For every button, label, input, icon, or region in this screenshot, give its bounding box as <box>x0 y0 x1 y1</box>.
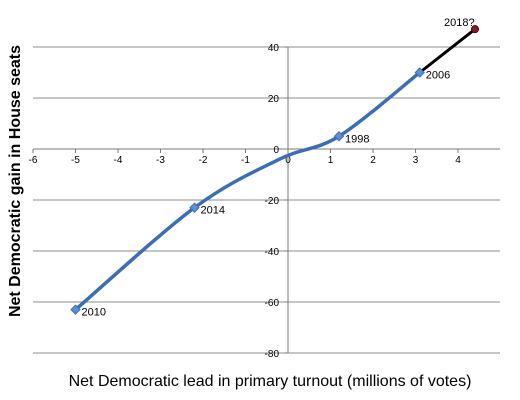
data-point <box>414 67 425 78</box>
y-tick-label: 20 <box>268 94 280 105</box>
y-tick-label: -40 <box>265 247 280 258</box>
y-axis-label: Net Democratic gain in House seats <box>7 45 24 317</box>
y-tick-label: 0 <box>273 145 279 156</box>
series-lines <box>73 27 477 312</box>
x-tick-label: 4 <box>455 155 461 166</box>
gridlines <box>33 46 500 354</box>
series-line-1 <box>418 27 477 74</box>
y-tick-label: -80 <box>265 349 280 360</box>
x-tick-label: 2 <box>370 155 376 166</box>
data-point <box>70 304 81 315</box>
data-point <box>189 202 200 213</box>
point-label: 1998 <box>345 133 369 145</box>
y-tick-label: -60 <box>265 298 280 309</box>
x-tick-label: 0 <box>285 155 291 166</box>
y-tick-label: -20 <box>265 196 280 207</box>
tick-labels: -6 -5 -4 -3 -2 -1 0 1 2 3 4 40 20 0 -20 -40 -60 -80 <box>29 43 462 360</box>
x-tick-label: -2 <box>199 155 208 166</box>
series-line-0 <box>73 70 422 312</box>
point-label: 2006 <box>426 70 450 82</box>
y-tick-label: 40 <box>268 43 280 54</box>
point-label: 2010 <box>82 307 106 319</box>
x-axis-label: Net Democratic lead in primary turnout (… <box>69 373 472 390</box>
x-tick-label: -5 <box>71 155 80 166</box>
point-label: 2018? <box>444 17 475 29</box>
x-tick-label: 1 <box>328 155 334 166</box>
axes <box>32 46 500 354</box>
data-point <box>333 131 345 142</box>
x-tick-label: 3 <box>413 155 419 166</box>
data-points <box>70 25 479 315</box>
x-tick-label: -4 <box>114 155 123 166</box>
x-tick-label: -3 <box>156 155 165 166</box>
data-point <box>471 25 479 34</box>
point-label: 2014 <box>201 205 225 217</box>
x-tick-label: -6 <box>29 155 38 166</box>
x-tick-label: -1 <box>241 155 250 166</box>
